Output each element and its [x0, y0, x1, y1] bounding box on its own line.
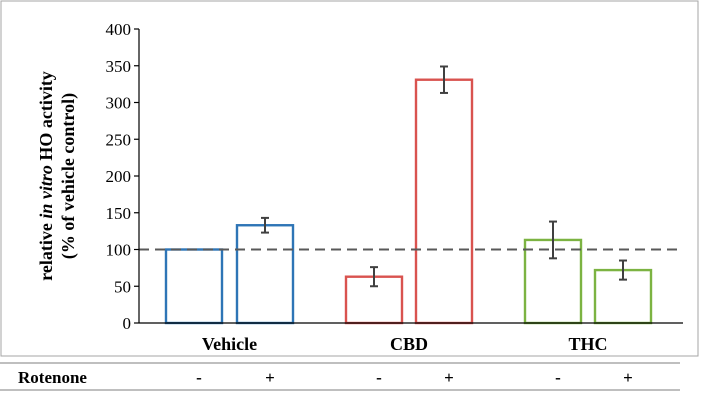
y-axis-label: relative in vitro HO activity (% of vehi… — [36, 71, 79, 281]
rotenone-sign-thc-plus: + — [623, 368, 633, 387]
rotenone-sign-vehicle-minus: - — [196, 368, 202, 387]
y-tick-label-400: 400 — [106, 20, 132, 39]
rotenone-sign-vehicle-plus: + — [265, 368, 275, 387]
y-axis-label-line-1: relative in vitro HO activity — [36, 71, 56, 281]
error-bar-vehicle-plus — [261, 216, 269, 234]
bars — [164, 65, 653, 325]
y-tick-label-150: 150 — [106, 204, 132, 223]
y-tick-label-300: 300 — [106, 94, 132, 113]
y-axis-label-part-0: relative — [36, 219, 56, 281]
error-bar-thc-plus — [619, 259, 627, 281]
y-ticks: 0 50 100 150 200 250 300 350 400 — [106, 20, 139, 333]
error-bar-cbd-minus — [370, 266, 378, 288]
y-tick-label-100: 100 — [106, 241, 132, 260]
rotenone-sign-cbd-plus: + — [444, 368, 454, 387]
y-axis-label-line-2: (% of vehicle control) — [58, 93, 79, 259]
y-tick-label-350: 350 — [106, 57, 132, 76]
rotenone-row-values: - + - + - + — [196, 368, 633, 387]
group-label-thc: THC — [568, 334, 607, 354]
group-label-vehicle: Vehicle — [202, 334, 257, 354]
rotenone-sign-thc-minus: - — [555, 368, 561, 387]
bar-cbd-plus — [414, 78, 474, 325]
bar-vehicle-plus — [235, 224, 295, 325]
y-tick-label-250: 250 — [106, 130, 132, 149]
group-label-cbd: CBD — [390, 334, 428, 354]
error-bar-thc-minus — [549, 220, 557, 260]
rotenone-row-label: Rotenone — [18, 368, 87, 387]
y-tick-label-50: 50 — [114, 277, 131, 296]
y-axis-label-part-1: in vitro — [36, 165, 56, 219]
error-bar-cbd-plus — [440, 65, 448, 94]
rotenone-sign-cbd-minus: - — [376, 368, 382, 387]
bar-vehicle-minus — [164, 248, 224, 325]
y-tick-label-0: 0 — [123, 314, 132, 333]
y-axis-label-part-2: HO activity — [36, 71, 56, 165]
y-tick-label-200: 200 — [106, 167, 132, 186]
group-labels: Vehicle CBD THC — [202, 334, 608, 354]
